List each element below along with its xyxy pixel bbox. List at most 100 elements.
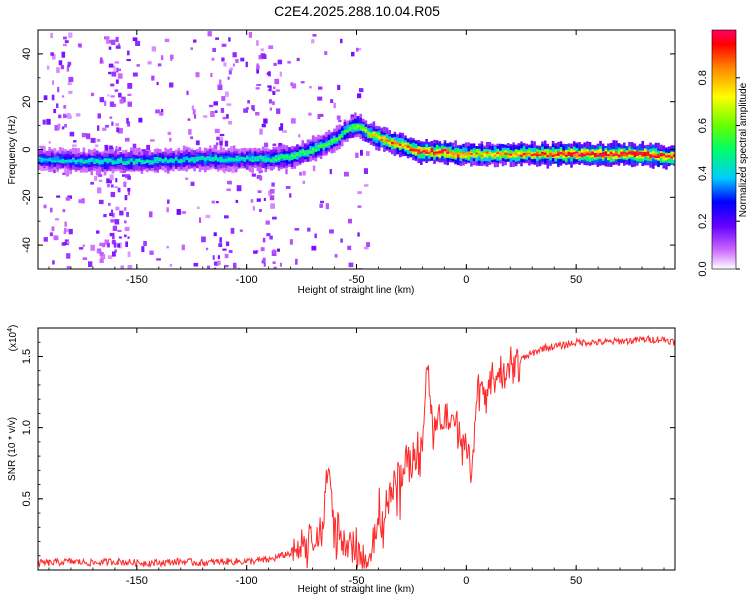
noise-speckle [239,229,243,232]
ridge-cell [554,153,557,156]
noise-speckle [90,181,94,185]
noise-speckle [314,233,317,239]
ridge-cell [480,154,484,157]
ridge-cell [522,153,526,156]
ridge-cell [475,153,478,158]
ridge-cell [438,151,442,154]
noise-speckle [287,61,291,64]
noise-speckle [115,79,119,84]
ridge-cell [496,152,499,157]
noise-speckle [166,207,169,213]
noise-speckle [56,103,59,108]
noise-speckle [181,211,187,214]
ridge-cell [304,150,307,154]
y-tick-label: -40 [21,237,33,253]
noise-speckle [64,239,69,246]
noise-speckle [228,69,232,75]
ridge-cell [85,160,88,163]
noise-speckle [213,232,217,237]
noise-speckle [90,92,94,97]
noise-speckle [170,54,174,60]
noise-speckle [266,233,271,237]
ridge-cell [348,127,352,130]
noise-speckle [127,265,133,269]
ridge-cell [406,146,410,150]
ridge-cell [61,161,65,163]
ridge-cell [209,159,212,161]
noise-speckle [99,179,103,182]
ridge-cell [467,153,470,160]
x-tick-label: -100 [236,274,258,286]
ridge-cell [77,159,80,162]
ridge-cell [630,151,634,154]
noise-speckle [61,51,66,58]
noise-speckle [78,247,84,250]
noise-speckle [50,52,54,56]
spectrogram-ridge [38,112,675,176]
noise-speckle [63,242,66,245]
ridge-cell [414,148,418,156]
noise-speckle [127,121,131,127]
ridge-cell [248,157,252,161]
noise-speckle [256,65,260,70]
noise-speckle [356,47,359,52]
noise-speckle [312,34,317,37]
ridge-cell [196,159,199,162]
noise-speckle [113,242,117,248]
ridge-cell [122,161,125,164]
x-tick-label: -100 [236,575,258,587]
noise-speckle [357,205,362,208]
colorbar-ticks: 0.0 0.2 0.4 0.6 0.8 [697,70,740,277]
ridge-cell [40,158,43,163]
noise-speckle [220,136,224,140]
noise-speckle [110,219,115,223]
noise-speckle [94,176,98,181]
ridge-cell [309,151,312,153]
noise-speckle [228,120,232,125]
ridge-cell [388,141,391,145]
ridge-cell [53,160,57,163]
noise-speckle [329,229,334,234]
noise-speckle [107,184,110,188]
noise-speckle [358,88,364,93]
noise-speckle [176,209,181,215]
noise-speckle [262,54,267,59]
noise-speckle [68,32,73,38]
noise-speckle [64,227,67,234]
noise-speckle [161,109,164,112]
ridge-cell [61,154,65,162]
noise-speckle [185,177,189,180]
ridge-cell [103,159,107,162]
noise-speckle [66,113,71,117]
noise-speckle [231,169,235,174]
y-tick-label: 40 [21,48,33,60]
ridge-cell [243,158,246,161]
ridge-cell [449,151,452,154]
noise-speckle [127,50,130,56]
noise-speckle [96,248,102,251]
ridge-cell [401,145,405,148]
noise-speckle [232,63,235,67]
ridge-cell [101,162,104,165]
x-tick-label: -150 [126,274,148,286]
noise-speckle [363,184,369,187]
ridge-cell [609,151,613,154]
ridge-cell [109,158,112,161]
noise-speckle [64,40,69,44]
noise-speckle [350,114,355,120]
ridge-cell [346,125,349,132]
ridge-cell [478,152,481,155]
ridge-cell [528,152,531,155]
noise-speckle [97,125,100,131]
noise-speckle [75,113,81,117]
noise-speckle [216,136,220,141]
noise-speckle [360,149,363,156]
ridge-cell [351,126,355,129]
noise-speckle [227,76,230,80]
ridge-cell [111,161,115,164]
noise-speckle [190,181,195,186]
ridge-cell [549,149,552,156]
noise-speckle [108,46,112,50]
ridge-cell [623,152,626,157]
noise-speckle [302,180,306,184]
